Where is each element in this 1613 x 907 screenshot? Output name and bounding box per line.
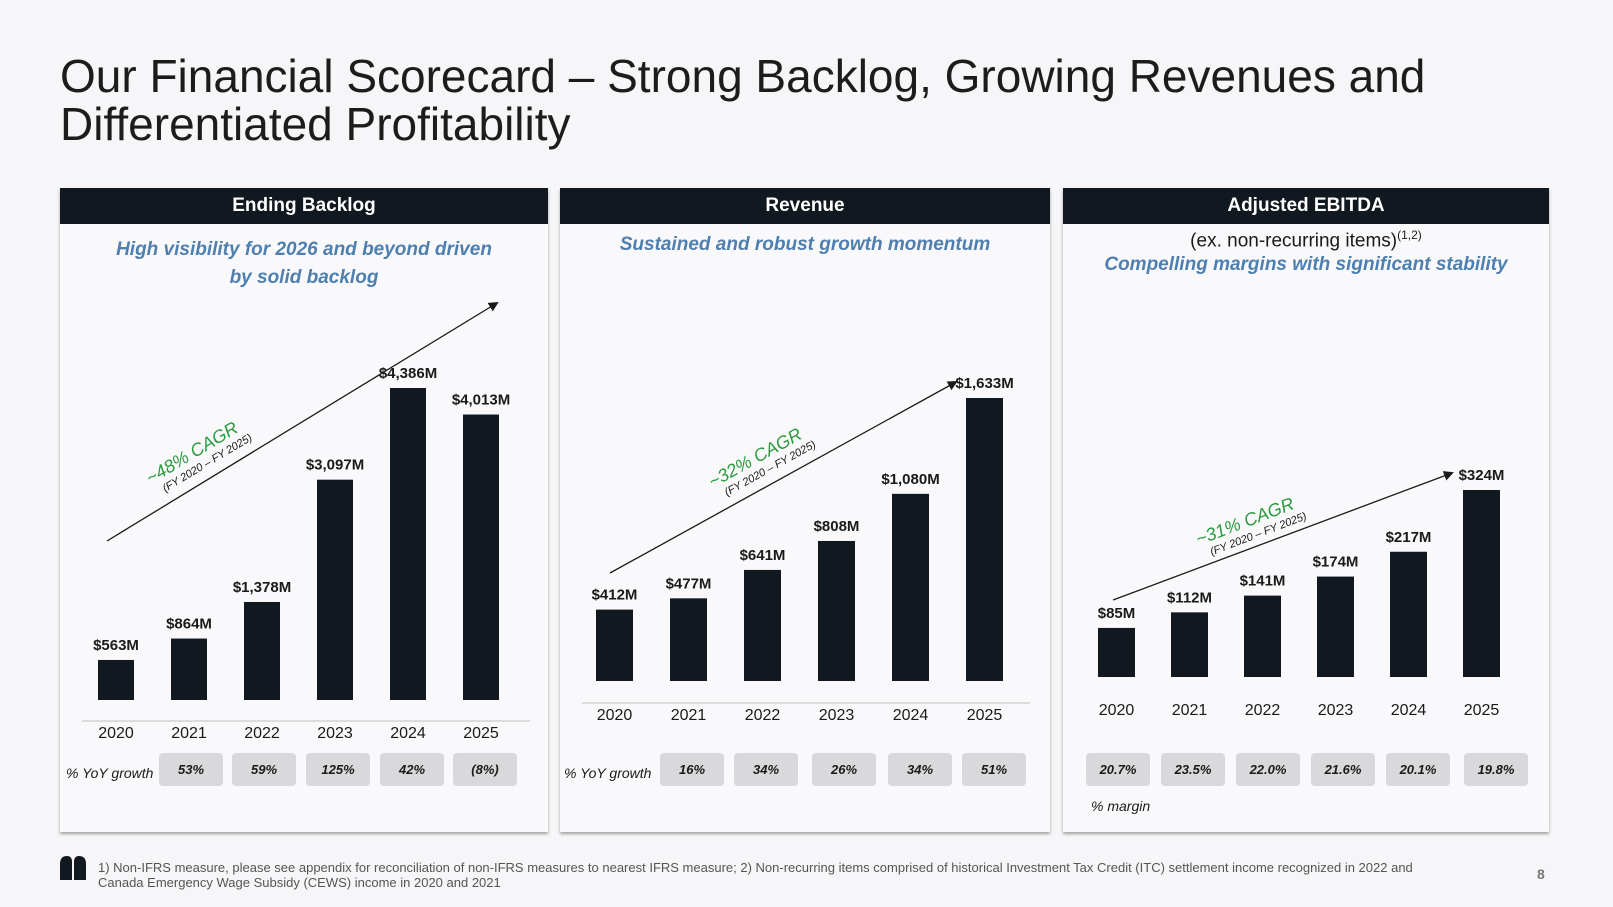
ebitda-x-tick-label: 2025	[1464, 702, 1500, 719]
backlog-yoy-pill: (8%)	[453, 753, 517, 786]
ebitda-value-label: $324M	[1459, 467, 1505, 484]
revenue-yoy-pill: 26%	[812, 753, 876, 786]
revenue-bar-2021	[670, 598, 707, 681]
ebitda-x-tick-label: 2020	[1099, 702, 1135, 719]
ebitda-margin-pill: 20.7%	[1086, 753, 1150, 786]
backlog-x-tick-label: 2020	[98, 725, 134, 742]
ebitda-trend-arrow	[1112, 471, 1454, 601]
ebitda-bar-2020	[1098, 627, 1135, 677]
revenue-value-label: $412M	[592, 587, 638, 604]
ebitda-margin-pill: 20.1%	[1386, 753, 1450, 786]
page-number: 8	[1537, 866, 1545, 882]
revenue-value-label: $1,080M	[881, 471, 939, 488]
ebitda-row-label: % margin	[1091, 798, 1151, 814]
revenue-x-tick-label: 2025	[967, 707, 1003, 724]
revenue-yoy-pill: 51%	[962, 753, 1026, 786]
revenue-value-label: $1,633M	[955, 375, 1013, 392]
backlog-x-tick-label: 2021	[171, 725, 207, 742]
revenue-x-tick-label: 2021	[671, 707, 707, 724]
backlog-yoy-pill: 59%	[232, 753, 296, 786]
revenue-subtitle: Sustained and robust growth momentum	[619, 234, 991, 255]
backlog-x-tick-label: 2022	[244, 725, 280, 742]
revenue-x-tick-label: 2020	[597, 707, 633, 724]
revenue-bar-2023	[818, 540, 855, 681]
company-logo	[60, 856, 86, 880]
backlog-bar-2021	[171, 638, 207, 700]
ebitda-value-label: $85M	[1098, 605, 1136, 622]
revenue-row-label: % YoY growth	[564, 765, 652, 781]
ebitda-subtitle: Compelling margins with significant stab…	[1104, 254, 1508, 275]
ebitda-subnote: (ex. non-recurring items)(1,2)	[1063, 228, 1549, 252]
backlog-yoy-pill: 53%	[159, 753, 223, 786]
ebitda-value-label: $112M	[1167, 589, 1212, 606]
backlog-subtitle-line1: High visibility for 2026 and beyond driv…	[116, 239, 492, 260]
revenue-x-tick-label: 2023	[819, 707, 855, 724]
ebitda-bar-2024	[1390, 551, 1427, 677]
revenue-header: Revenue	[560, 188, 1050, 224]
ebitda-margin-pill: 19.8%	[1464, 753, 1528, 786]
ebitda-x-tick-label: 2024	[1391, 702, 1427, 719]
backlog-value-label: $1,378M	[233, 579, 291, 596]
backlog-yoy-pill: 42%	[380, 753, 444, 786]
revenue-x-tick-label: 2024	[893, 707, 929, 724]
backlog-value-label: $4,013M	[452, 392, 510, 409]
revenue-bar-2025	[966, 398, 1003, 681]
backlog-subtitle-line2: by solid backlog	[229, 267, 379, 288]
backlog-value-label: $563M	[93, 637, 139, 654]
ebitda-bar-2023	[1317, 576, 1354, 677]
backlog-value-label: $864M	[166, 616, 212, 633]
ebitda-bar-2021	[1171, 612, 1208, 677]
backlog-bar-2024	[390, 388, 426, 700]
backlog-x-tick-label: 2023	[317, 725, 353, 742]
ebitda-margin-pill: 21.6%	[1311, 753, 1375, 786]
revenue-value-label: $808M	[814, 518, 860, 535]
footnote: 1) Non-IFRS measure, please see appendix…	[98, 860, 1413, 890]
ebitda-value-label: $141M	[1240, 573, 1286, 590]
revenue-bar-2022	[744, 569, 781, 681]
ebitda-bar-2025	[1463, 490, 1500, 677]
revenue-x-tick-label: 2022	[745, 707, 781, 724]
revenue-value-label: $477M	[666, 575, 712, 592]
revenue-yoy-pill: 34%	[888, 753, 952, 786]
backlog-value-label: $4,386M	[379, 365, 437, 382]
ebitda-x-tick-label: 2021	[1172, 702, 1208, 719]
ebitda-panel: Adjusted EBITDA (ex. non-recurring items…	[1063, 188, 1549, 832]
ebitda-margin-pill: 23.5%	[1161, 753, 1225, 786]
ebitda-header: Adjusted EBITDA	[1063, 188, 1549, 224]
ebitda-x-tick-label: 2022	[1245, 702, 1281, 719]
backlog-bar-2023	[317, 479, 353, 700]
revenue-bar-2024	[892, 493, 929, 681]
revenue-bar-2020	[596, 609, 633, 681]
backlog-x-tick-label: 2025	[463, 725, 499, 742]
ebitda-x-tick-label: 2023	[1318, 702, 1354, 719]
ebitda-subnote-footnote-ref: (1,2)	[1397, 228, 1422, 242]
revenue-yoy-pill: 16%	[660, 753, 724, 786]
backlog-chart: ~48% CAGR (FY 2020 – FY 2025) $563M2020$…	[82, 301, 530, 742]
backlog-panel: Ending Backlog High visibility for 2026 …	[60, 188, 548, 832]
backlog-yoy-pill: 125%	[306, 753, 370, 786]
ebitda-subnote-text: (ex. non-recurring items)	[1190, 230, 1398, 252]
backlog-row-label: % YoY growth	[66, 765, 154, 781]
ebitda-value-label: $217M	[1386, 529, 1432, 546]
ebitda-bar-2022	[1244, 595, 1281, 677]
backlog-x-tick-label: 2024	[390, 725, 426, 742]
backlog-bar-2022	[244, 601, 280, 700]
backlog-value-label: $3,097M	[306, 457, 364, 474]
page-title: Our Financial Scorecard – Strong Backlog…	[60, 50, 1426, 150]
revenue-yoy-pill: 34%	[734, 753, 798, 786]
revenue-value-label: $641M	[740, 547, 786, 564]
backlog-header: Ending Backlog	[60, 188, 548, 224]
ebitda-value-label: $174M	[1313, 554, 1359, 571]
ebitda-margin-pill: 22.0%	[1236, 753, 1300, 786]
ebitda-chart: ~31% CAGR (FY 2020 – FY 2025) $85M2020$1…	[1098, 467, 1505, 719]
revenue-trend-arrow	[609, 381, 958, 574]
revenue-panel: Revenue Sustained and robust growth mome…	[560, 188, 1050, 832]
revenue-chart: ~32% CAGR (FY 2020 – FY 2025) $412M2020$…	[582, 375, 1030, 724]
backlog-trend-arrow	[106, 301, 499, 542]
backlog-bar-2020	[98, 659, 134, 700]
backlog-bar-2025	[463, 414, 499, 700]
